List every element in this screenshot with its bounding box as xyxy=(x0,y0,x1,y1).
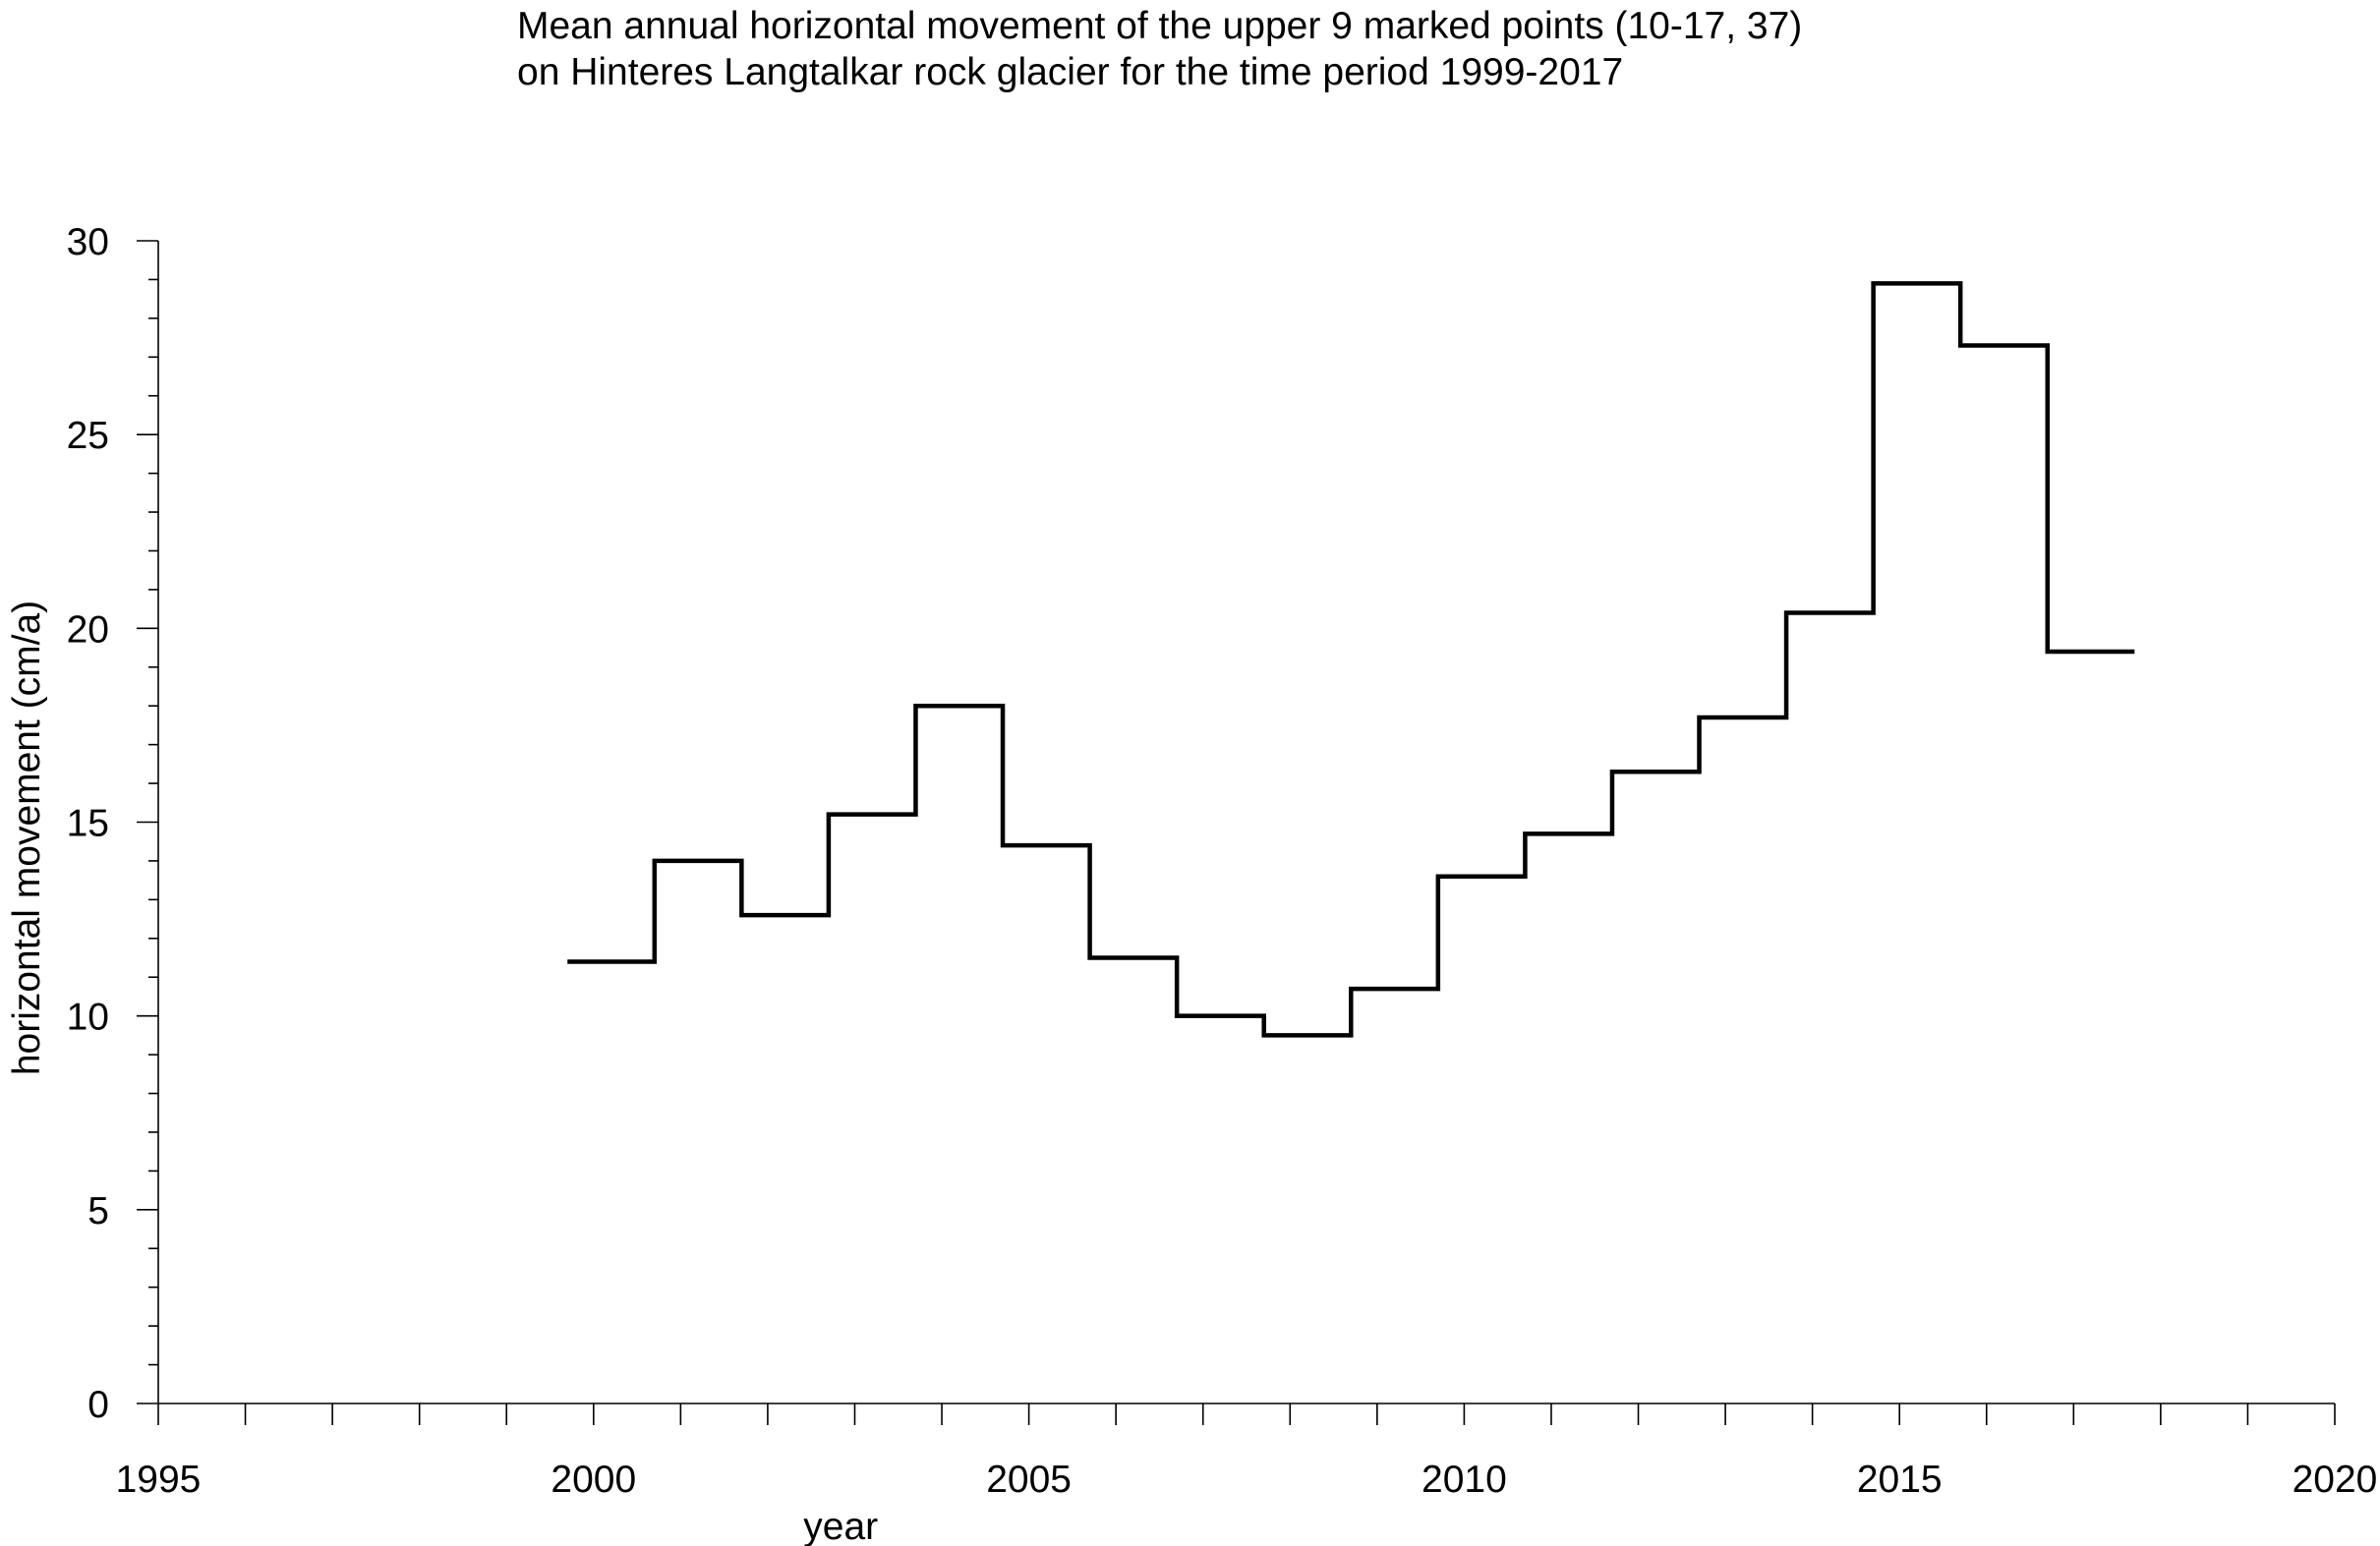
x-tick-label: 1995 xyxy=(116,1459,202,1501)
x-tick-label: 2015 xyxy=(1857,1459,1943,1501)
y-tick-label: 15 xyxy=(67,803,109,845)
x-tick-label: 2005 xyxy=(986,1459,1072,1501)
y-tick-label: 20 xyxy=(67,608,109,651)
y-tick-label: 30 xyxy=(67,221,109,263)
y-tick-label: 5 xyxy=(87,1190,109,1232)
chart-title-line-1: Mean annual horizontal movement of the u… xyxy=(517,5,1802,47)
series xyxy=(567,281,2135,1038)
y-tick-label: 25 xyxy=(67,415,109,457)
ticks xyxy=(137,240,2336,1425)
chart-title: Mean annual horizontal movement of the u… xyxy=(517,5,1802,93)
x-axis-title: year xyxy=(803,1506,878,1546)
y-tick-label: 0 xyxy=(87,1384,109,1426)
series-line-1 xyxy=(567,281,2135,1038)
x-tick-label: 2000 xyxy=(551,1459,636,1501)
x-tick-label: 2010 xyxy=(1422,1459,1507,1501)
x-tick-label: 2020 xyxy=(2293,1459,2378,1501)
axes xyxy=(157,241,2335,1404)
y-axis-title: horizontal movement (cm/a) xyxy=(6,601,48,1075)
chart-title-line-2: on Hinteres Langtalkar rock glacier for … xyxy=(517,51,1623,93)
tick-labels: 0 5 10 15 20 25 30 1995 2000 2005 2010 2015 2020 xyxy=(67,221,2378,1501)
y-tick-label: 10 xyxy=(67,997,109,1039)
